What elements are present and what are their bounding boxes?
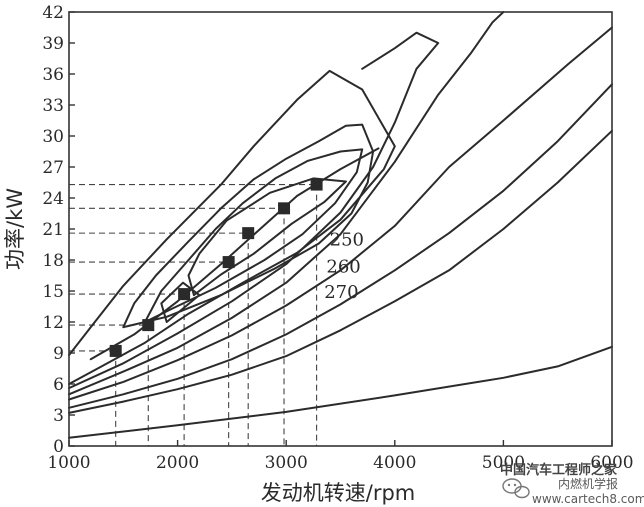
y-tick-label: 30: [42, 127, 64, 147]
y-tick-label: 0: [53, 437, 64, 457]
contour-label: 250: [330, 230, 364, 251]
contour-line-9: [144, 148, 364, 323]
x-tick-label: 2000: [156, 453, 199, 473]
x-tick-label: 3000: [265, 453, 308, 473]
contour-line-5: [68, 11, 505, 396]
operating-points: [109, 178, 323, 357]
watermark-subtitle: 内燃机学报: [558, 476, 618, 491]
x-tick-label: 1000: [47, 453, 90, 473]
operating-point-marker: [278, 202, 291, 215]
y-axis-title: 功率/kW: [3, 188, 27, 270]
y-tick-label: 9: [53, 344, 64, 364]
y-tick-label: 15: [42, 282, 64, 302]
y-tick-label: 12: [42, 313, 64, 333]
y-tick-label: 42: [42, 3, 64, 23]
x-axis-title: 发动机转速/rpm: [261, 481, 416, 505]
contour-line-1: [68, 345, 613, 439]
contour-label: 260: [326, 256, 360, 277]
contour-line-7: [68, 69, 396, 385]
contour-line-4: [68, 26, 613, 401]
contour-line-12: [89, 147, 380, 361]
contour-line-11: [160, 281, 201, 323]
operating-point-marker: [310, 178, 323, 191]
contour-label: 270: [324, 282, 358, 303]
operating-point-marker: [222, 256, 235, 269]
contour-curves: [68, 11, 613, 439]
watermark-title: 中国汽车工程师之家: [500, 462, 618, 478]
contour-labels: 250 260 270: [324, 230, 364, 304]
y-tick-label: 3: [53, 406, 64, 426]
x-tick-label: 4000: [373, 453, 416, 473]
y-tick-label: 39: [42, 34, 64, 54]
contour-line-10: [187, 177, 347, 297]
watermark: 中国汽车工程师之家 内燃机学报 www.cartech8.com: [500, 462, 644, 506]
y-tick-label: 18: [42, 251, 64, 271]
x-tick-label: 6000: [590, 453, 633, 473]
y-tick-label: 36: [42, 65, 64, 85]
y-tick-label: 27: [42, 158, 64, 178]
contour-line-2: [68, 129, 613, 414]
operating-point-marker: [142, 319, 155, 332]
contour-line-8: [122, 123, 375, 329]
y-tick-label: 6: [53, 375, 64, 395]
operating-point-marker: [109, 344, 122, 357]
y-tick-label: 21: [42, 220, 64, 240]
x-axis-ticks: 1000 2000 3000 4000 5000 6000: [47, 440, 634, 473]
wechat-icon: [502, 478, 530, 499]
y-tick-label: 33: [42, 96, 64, 116]
contour-line-6: [68, 31, 440, 390]
watermark-url: www.cartech8.com: [532, 492, 644, 506]
x-tick-label: 5000: [482, 453, 525, 473]
operating-point-marker: [242, 227, 255, 240]
operating-point-marker: [178, 288, 191, 301]
y-tick-label: 24: [42, 189, 64, 209]
contour-line-3: [68, 83, 613, 409]
